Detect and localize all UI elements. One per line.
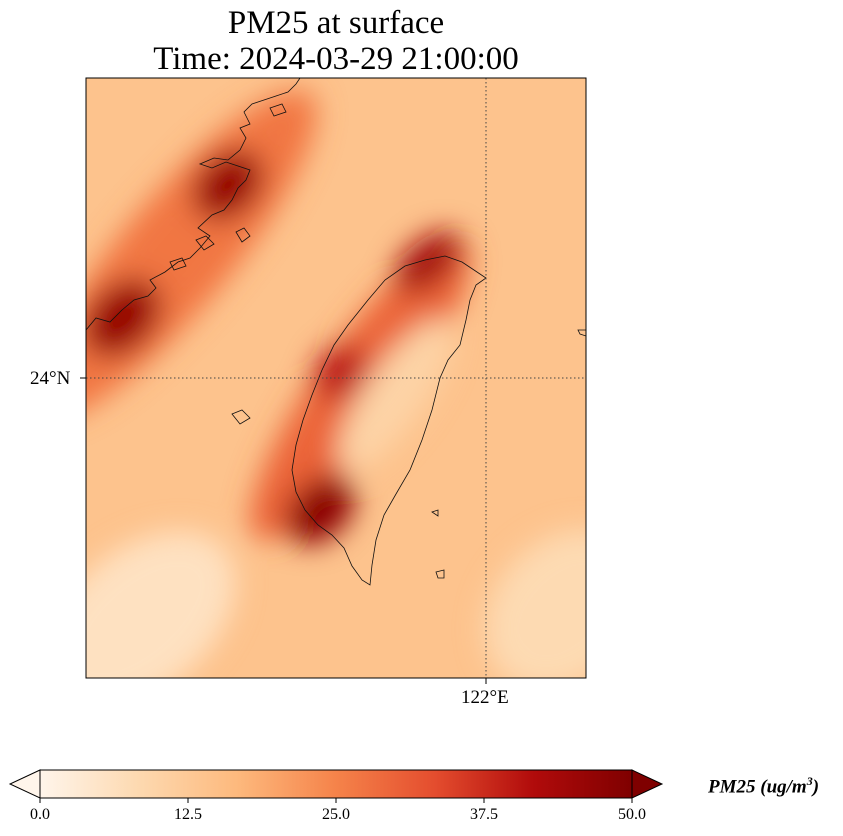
colorbar-tick-label: 37.5 <box>470 806 498 823</box>
colorbar-tick-label: 25.0 <box>322 806 350 823</box>
island-coastline <box>269 103 287 117</box>
colorbar-tick-label: 50.0 <box>618 806 646 823</box>
pm25-plume-fujian-hotspot <box>86 278 162 358</box>
island-coastline <box>235 227 251 243</box>
island-coastline <box>195 235 215 251</box>
colorbar <box>8 769 664 803</box>
latitude-tick-label: 24°N <box>30 368 71 389</box>
map-frame <box>85 77 587 679</box>
colorbar-gradient <box>40 770 632 798</box>
taiwan-coastline <box>291 255 487 586</box>
map-panel <box>80 77 587 684</box>
pm25-plume-west-coast-hotspot <box>313 344 367 400</box>
pm25-plume-taiwan-west <box>250 240 470 540</box>
coastlines <box>86 78 586 586</box>
longitude-tick-label: 122°E <box>461 687 509 708</box>
island-coastline <box>435 569 445 579</box>
pm25-plume-central-mountain-low <box>337 319 453 471</box>
pm25-field <box>86 78 586 678</box>
island-coastline <box>169 257 187 271</box>
colorbar-tick-label: 0.0 <box>30 806 50 823</box>
pm25-plume-east-sea-low <box>484 529 586 678</box>
pm25-plume-tainan-hotspot <box>285 475 355 545</box>
colorbar-max-extension <box>631 769 664 799</box>
island-coastline <box>577 329 586 337</box>
island-coastline <box>231 409 251 425</box>
fujian-coastline <box>86 78 301 331</box>
island-coastline <box>431 509 439 517</box>
colorbar-label: PM25 (ug/m3) <box>708 774 820 798</box>
pm25-plume-taipei-hotspot <box>394 231 462 293</box>
colorbar-min-extension <box>8 769 41 799</box>
pm25-plume-southwest-low <box>86 531 236 678</box>
map-title: PM25 at surface <box>227 5 445 41</box>
colorbar-tick-label: 12.5 <box>174 806 202 823</box>
map-time: Time: 2024-03-29 21:00:00 <box>153 41 519 77</box>
